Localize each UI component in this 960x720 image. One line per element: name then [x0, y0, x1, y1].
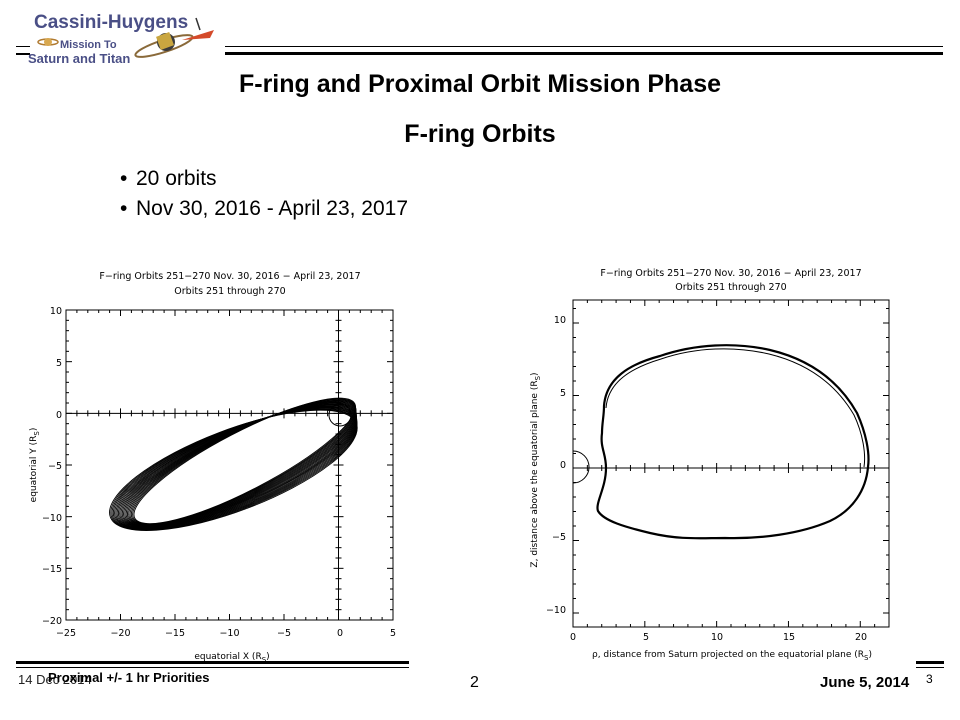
slide-subtitle: F-ring Orbits — [404, 120, 556, 148]
right-y-tick-label: 5 — [560, 388, 566, 399]
left-plot-frame — [65, 309, 394, 621]
right-y-tick-label: −5 — [552, 532, 566, 543]
left-plot-axes — [65, 309, 394, 621]
bullet-list: • 20 orbits • Nov 30, 2016 - April 23, 201… — [120, 164, 408, 224]
right-plot-axes — [572, 463, 890, 473]
right-y-tick-labels: 10 5 0 −5 −10 — [546, 315, 566, 616]
left-plot-ticks — [65, 309, 394, 621]
right-plot-ticks — [572, 300, 890, 627]
right-plot-orbit-inner — [605, 348, 866, 468]
header-rule-left-short — [16, 46, 30, 47]
right-y-tick-label: −10 — [546, 605, 566, 616]
left-x-tick-label: 5 — [390, 628, 396, 639]
logo-line3: Saturn and Titan — [28, 51, 130, 66]
left-plot-title-line2: Orbits 251 through 270 — [174, 286, 285, 297]
right-y-tick-label: 0 — [560, 460, 566, 471]
left-x-tick-label: 0 — [337, 628, 343, 639]
footer-slide-number: 3 — [926, 672, 933, 686]
left-x-tick-label: −5 — [277, 628, 291, 639]
right-x-tick-labels: 0 5 10 15 20 — [570, 632, 867, 643]
header-rule-top — [225, 46, 943, 47]
logo-line1: Cassini-Huygens — [34, 12, 188, 33]
bullet-icon: • — [120, 167, 128, 190]
footer-rule-thin — [16, 667, 409, 668]
right-plot-title-line2: Orbits 251 through 270 — [675, 282, 786, 293]
cassini-huygens-logo: Cassini-Huygens Mission To Saturn and Ti… — [28, 12, 214, 66]
left-y-tick-label: 10 — [50, 306, 62, 317]
slide-title: F-ring and Proximal Orbit Mission Phase — [238, 70, 722, 98]
left-x-tick-label: −15 — [165, 628, 185, 639]
left-y-tick-labels: 10 5 0 −5 −10 −15 −20 — [42, 306, 62, 627]
right-plot-orbit — [596, 344, 870, 540]
left-x-axis-label: equatorial X (RS) — [194, 652, 269, 664]
right-y-axis-label: Z, distance above the equatorial plane (… — [530, 372, 542, 567]
right-x-axis-label: ρ, distance from Saturn projected on the… — [592, 650, 872, 662]
footer-date-right: June 5, 2014 — [820, 674, 910, 691]
left-y-axis-label: equatorial Y (RS) — [29, 428, 41, 503]
right-y-tick-label: 10 — [554, 315, 566, 326]
header-rule-left-short-thick — [16, 53, 30, 55]
right-x-tick-label: 15 — [783, 632, 795, 643]
right-orbit-plot: F−ring Orbits 251−270 Nov. 30, 2016 − Ap… — [530, 268, 890, 662]
right-x-tick-label: 0 — [570, 632, 576, 643]
saturn-icon — [37, 38, 59, 46]
left-orbit-line — [109, 409, 358, 531]
footer-date-left: 14 Dec 2014 — [18, 672, 92, 687]
left-y-tick-label: −5 — [48, 461, 62, 472]
left-y-tick-label: −20 — [42, 616, 62, 627]
bullet-item: • Nov 30, 2016 - April 23, 2017 — [120, 194, 408, 224]
left-saturn-circle — [328, 403, 352, 427]
spacecraft-icon — [134, 17, 214, 58]
footer-center-text: Proximal +/- 1 hr Priorities — [48, 670, 210, 685]
footer-rule-thick — [16, 661, 409, 664]
left-x-tick-label: −10 — [219, 628, 239, 639]
left-y-tick-label: −10 — [42, 513, 62, 524]
left-x-tick-label: −25 — [56, 628, 76, 639]
left-y-tick-label: 0 — [56, 410, 62, 421]
right-x-tick-label: 10 — [711, 632, 723, 643]
right-x-tick-label: 5 — [643, 632, 649, 643]
left-plot-title-line1: F−ring Orbits 251−270 Nov. 30, 2016 − Ap… — [99, 271, 360, 282]
footer-rule-right-thick — [916, 661, 944, 664]
logo-line2: Mission To — [60, 39, 117, 51]
right-x-tick-label: 20 — [855, 632, 867, 643]
footer-page-number: 2 — [470, 674, 479, 691]
bullet-item: • 20 orbits — [120, 164, 408, 194]
left-plot-orbits — [109, 397, 358, 531]
left-x-tick-labels: −25 −20 −15 −10 −5 0 5 — [56, 628, 396, 639]
footer-rule-right-thin — [916, 667, 944, 668]
bullet-icon: • — [120, 197, 128, 220]
right-plot-title-line1: F−ring Orbits 251−270 Nov. 30, 2016 − Ap… — [600, 268, 861, 279]
header-rule-bottom — [225, 52, 943, 55]
left-orbit-plot: F−ring Orbits 251−270 Nov. 30, 2016 − Ap… — [29, 271, 396, 664]
right-saturn-halfcircle — [572, 450, 590, 484]
left-x-tick-label: −20 — [110, 628, 130, 639]
left-y-tick-label: 5 — [56, 358, 62, 369]
left-y-tick-label: −15 — [42, 564, 62, 575]
